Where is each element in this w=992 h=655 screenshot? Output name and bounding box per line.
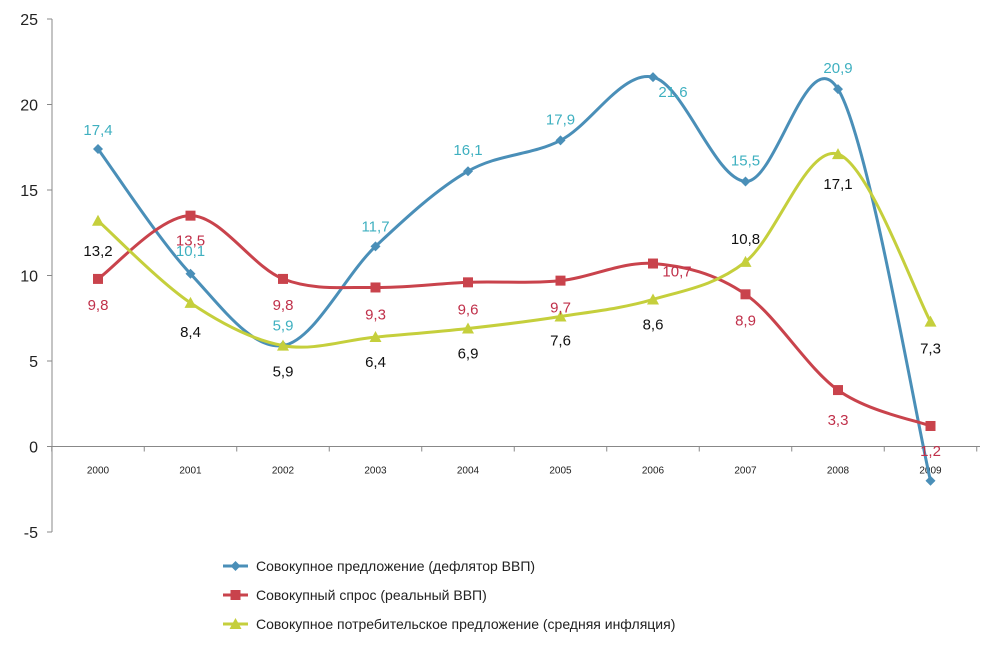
data-point bbox=[647, 293, 659, 305]
data-label: 6,9 bbox=[458, 346, 479, 363]
data-point bbox=[93, 273, 103, 284]
data-label: 8,4 bbox=[180, 324, 201, 341]
x-tick-label: 2002 bbox=[272, 466, 295, 477]
x-tick-label: 2006 bbox=[642, 466, 665, 477]
data-label: 1,2 bbox=[920, 443, 941, 460]
y-tick-label: 15 bbox=[20, 183, 38, 200]
data-point bbox=[277, 339, 289, 351]
x-tick-label: 2000 bbox=[87, 466, 110, 477]
data-point bbox=[370, 282, 381, 293]
x-tick-label: 2001 bbox=[179, 466, 202, 477]
data-point bbox=[185, 210, 196, 221]
y-tick-label: 10 bbox=[20, 269, 38, 286]
data-point bbox=[184, 296, 197, 308]
data-point bbox=[648, 258, 658, 269]
data-label: 21,6 bbox=[658, 84, 687, 101]
y-tick-label: 0 bbox=[29, 440, 38, 457]
data-point bbox=[370, 241, 381, 252]
x-tick-label: 2007 bbox=[734, 466, 757, 477]
series-0 bbox=[93, 72, 936, 486]
data-label: 13,2 bbox=[83, 243, 112, 260]
data-label: 7,3 bbox=[920, 341, 941, 358]
data-label: 15,5 bbox=[731, 152, 760, 169]
data-label: 5,9 bbox=[273, 364, 294, 381]
data-point bbox=[555, 135, 566, 146]
data-label: 6,4 bbox=[365, 354, 386, 371]
x-tick-label: 2009 bbox=[919, 466, 942, 477]
data-point bbox=[925, 475, 936, 486]
data-label: 13,5 bbox=[176, 233, 205, 250]
y-tick-label: 5 bbox=[29, 354, 38, 371]
data-label: 16,1 bbox=[453, 142, 482, 159]
data-label: 10,1 bbox=[176, 243, 205, 260]
data-point bbox=[555, 275, 566, 286]
data-point bbox=[92, 214, 104, 226]
data-point bbox=[185, 268, 196, 279]
data-label: 11,7 bbox=[361, 218, 389, 235]
series-line bbox=[97, 214, 932, 428]
legend-marker bbox=[229, 618, 242, 629]
data-label: 20,9 bbox=[823, 60, 852, 77]
data-point bbox=[739, 255, 752, 267]
data-label: 3,3 bbox=[828, 412, 849, 429]
data-point bbox=[832, 148, 844, 160]
series-2 bbox=[92, 148, 937, 351]
data-point bbox=[648, 72, 658, 83]
legend-label: Совокупный спрос (реальный ВВП) bbox=[256, 587, 487, 603]
x-tick-label: 2008 bbox=[827, 466, 850, 477]
data-label: 10,8 bbox=[731, 231, 760, 248]
x-tick-label: 2005 bbox=[549, 466, 572, 477]
y-tick-label: -5 bbox=[24, 525, 38, 542]
x-tick-label: 2004 bbox=[457, 466, 480, 477]
data-label: 8,6 bbox=[643, 316, 664, 333]
legend-label: Совокупное предложение (дефлятор ВВП) bbox=[256, 558, 535, 574]
legend-marker bbox=[230, 561, 241, 571]
data-label: 7,6 bbox=[550, 333, 571, 350]
x-tick-label: 2003 bbox=[364, 466, 387, 477]
data-label: 17,9 bbox=[546, 111, 575, 128]
legend-marker bbox=[230, 590, 241, 600]
series-1 bbox=[93, 210, 936, 431]
data-point bbox=[740, 289, 751, 300]
series-line bbox=[96, 75, 932, 482]
data-label: 10,7 bbox=[662, 264, 691, 281]
data-label: 5,9 bbox=[273, 318, 294, 335]
data-point bbox=[833, 385, 843, 396]
data-point bbox=[554, 310, 567, 322]
data-point bbox=[463, 166, 473, 177]
data-point bbox=[369, 331, 382, 343]
data-point bbox=[925, 420, 936, 431]
data-point bbox=[833, 84, 843, 95]
data-label: 9,8 bbox=[88, 297, 109, 314]
data-point bbox=[463, 277, 473, 288]
series-line bbox=[97, 151, 932, 349]
data-label: 9,7 bbox=[550, 300, 571, 317]
data-label: 9,8 bbox=[273, 297, 294, 314]
data-point bbox=[740, 176, 751, 187]
data-point bbox=[462, 322, 474, 334]
y-tick-label: 25 bbox=[20, 12, 38, 29]
data-label: 9,3 bbox=[365, 306, 386, 323]
data-label: 9,6 bbox=[458, 301, 479, 318]
data-label: 17,1 bbox=[823, 176, 852, 193]
data-point bbox=[93, 143, 103, 154]
y-tick-label: 20 bbox=[20, 98, 38, 115]
data-point bbox=[924, 315, 937, 327]
data-point bbox=[278, 273, 288, 284]
data-label: 17,4 bbox=[83, 122, 112, 139]
legend-label: Совокупное потребительское предложение (… bbox=[256, 616, 675, 632]
data-label: 8,9 bbox=[735, 312, 756, 329]
